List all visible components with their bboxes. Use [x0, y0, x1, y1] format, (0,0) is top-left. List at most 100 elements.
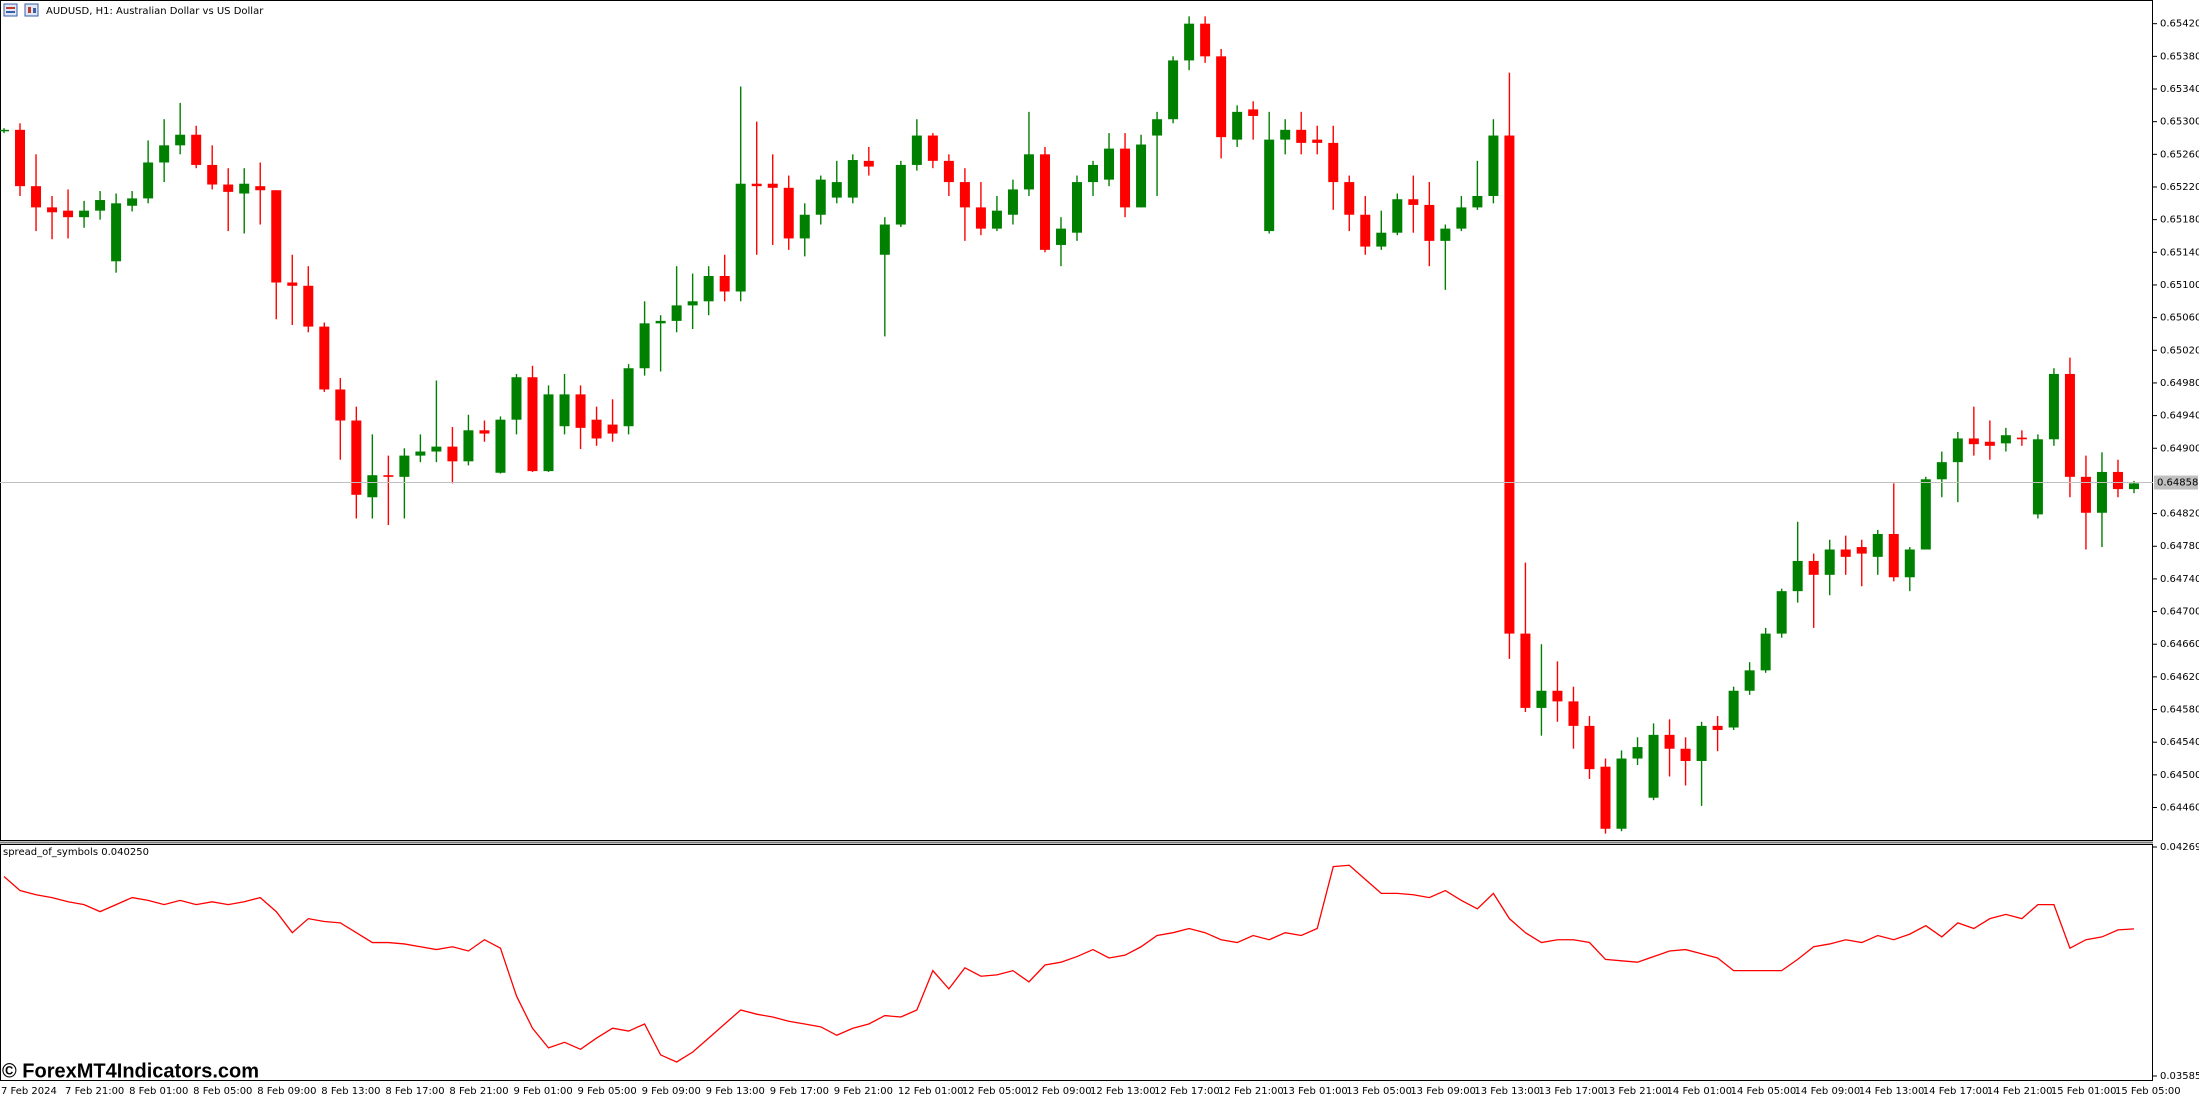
x-tick-label: 8 Feb 09:00	[257, 1086, 316, 1097]
candle-body	[399, 455, 410, 477]
x-tick-label: 7 Feb 2024	[1, 1086, 57, 1097]
candle-body	[1424, 204, 1435, 241]
candle-body	[1472, 195, 1483, 208]
x-tick-label: 13 Feb 13:00	[1474, 1086, 1540, 1097]
candle-body	[767, 183, 778, 188]
candle-body	[511, 377, 522, 420]
x-tick-label: 12 Feb 01:00	[898, 1086, 964, 1097]
y-tick-label: 0.64580	[2160, 705, 2199, 716]
candle-body	[1328, 142, 1339, 183]
candle-body	[879, 224, 890, 255]
y-tick-label: 0.64780	[2160, 541, 2199, 552]
candle-body	[959, 182, 970, 208]
candle-body	[2112, 471, 2123, 490]
candle-body	[2000, 435, 2011, 444]
y-tick-label: 0.65020	[2160, 345, 2199, 356]
candle-body	[1712, 725, 1723, 730]
x-tick-label: 14 Feb 05:00	[1731, 1086, 1797, 1097]
x-tick-label: 9 Feb 05:00	[578, 1086, 637, 1097]
y-tick-label: 0.65340	[2160, 84, 2199, 95]
candle-body	[1520, 633, 1531, 708]
candle-body	[1072, 182, 1083, 233]
x-tick-label: 9 Feb 09:00	[642, 1086, 701, 1097]
toolbar-icons	[3, 3, 39, 17]
x-tick-label: 7 Feb 21:00	[65, 1086, 124, 1097]
candle-body	[863, 160, 874, 167]
y-tick-label: 0.65260	[2160, 149, 2199, 160]
candle-body	[719, 275, 730, 292]
candle-body	[671, 305, 682, 321]
candle-body	[1232, 111, 1243, 140]
x-tick-label: 14 Feb 21:00	[1987, 1086, 2053, 1097]
candle-body	[159, 145, 170, 163]
icon-part	[33, 8, 36, 13]
candle-body	[175, 134, 186, 146]
y-tick-label: 0.65300	[2160, 117, 2199, 128]
candle-body	[1568, 701, 1579, 726]
candle-body	[1536, 690, 1547, 708]
y-tick-label: 0.65060	[2160, 313, 2199, 324]
candle-body	[1296, 129, 1307, 143]
candle-body	[207, 164, 218, 185]
indicator-line	[3, 864, 2135, 1063]
candle-body	[335, 389, 346, 421]
candle-body	[1456, 207, 1467, 229]
candle-body	[1680, 748, 1691, 761]
x-tick-label: 8 Feb 13:00	[321, 1086, 380, 1097]
y-tick-label: 0.64820	[2160, 509, 2199, 520]
candle-body	[655, 320, 666, 324]
x-tick-label: 8 Feb 05:00	[193, 1086, 252, 1097]
y-tick-label: 0.64540	[2160, 737, 2199, 748]
candle-body	[1872, 533, 1883, 557]
y-tick-label: 0.64740	[2160, 574, 2199, 585]
candle-body	[1120, 148, 1131, 208]
x-tick-label: 12 Feb 21:00	[1218, 1086, 1284, 1097]
icon-part	[6, 7, 15, 9]
candle-body	[527, 377, 538, 472]
candle-body	[911, 135, 922, 165]
candle-body	[383, 475, 394, 477]
candle-body	[303, 285, 314, 327]
candle-body	[351, 420, 362, 495]
candle-body	[1920, 479, 1931, 550]
x-tick-label: 13 Feb 17:00	[1538, 1086, 1604, 1097]
candle-body	[143, 162, 154, 199]
candle-body	[1152, 119, 1163, 136]
candle-body	[1776, 591, 1787, 634]
candle-body	[1504, 135, 1515, 634]
candle-body	[2016, 437, 2027, 440]
candle-body	[815, 179, 826, 215]
x-tick-label: 9 Feb 01:00	[513, 1086, 572, 1097]
candle-body	[1744, 670, 1755, 691]
candle-body	[191, 134, 202, 165]
candle-body	[1824, 549, 1835, 575]
candle-body	[1280, 129, 1291, 140]
candle-body	[831, 182, 842, 198]
candle-body	[1007, 189, 1018, 215]
candle-body	[703, 275, 714, 302]
candle-body	[287, 282, 298, 286]
candle-body	[1408, 199, 1419, 205]
x-tick-label: 14 Feb 09:00	[1795, 1086, 1861, 1097]
candle-body	[1440, 228, 1451, 241]
candle-body	[975, 207, 986, 229]
candle-body	[943, 160, 954, 183]
y-tick-label: 0.64700	[2160, 607, 2199, 618]
candle-body	[415, 451, 426, 456]
candle-body	[111, 203, 122, 262]
candle-body	[895, 164, 906, 225]
x-tick-label: 15 Feb 01:00	[2051, 1086, 2117, 1097]
candle-body	[1344, 182, 1355, 215]
candle-body	[1168, 60, 1179, 120]
candle-body	[15, 129, 26, 187]
candle-body	[1552, 690, 1563, 702]
candle-body	[2128, 483, 2139, 490]
x-tick-label: 13 Feb 21:00	[1603, 1086, 1669, 1097]
candle-body	[2096, 471, 2107, 513]
y-tick-label: 0.64460	[2160, 803, 2199, 814]
candle-body	[623, 368, 634, 427]
x-tick-label: 8 Feb 17:00	[385, 1086, 444, 1097]
x-tick-label: 12 Feb 13:00	[1090, 1086, 1156, 1097]
candle-body	[463, 430, 474, 462]
candle-body	[1664, 734, 1675, 749]
